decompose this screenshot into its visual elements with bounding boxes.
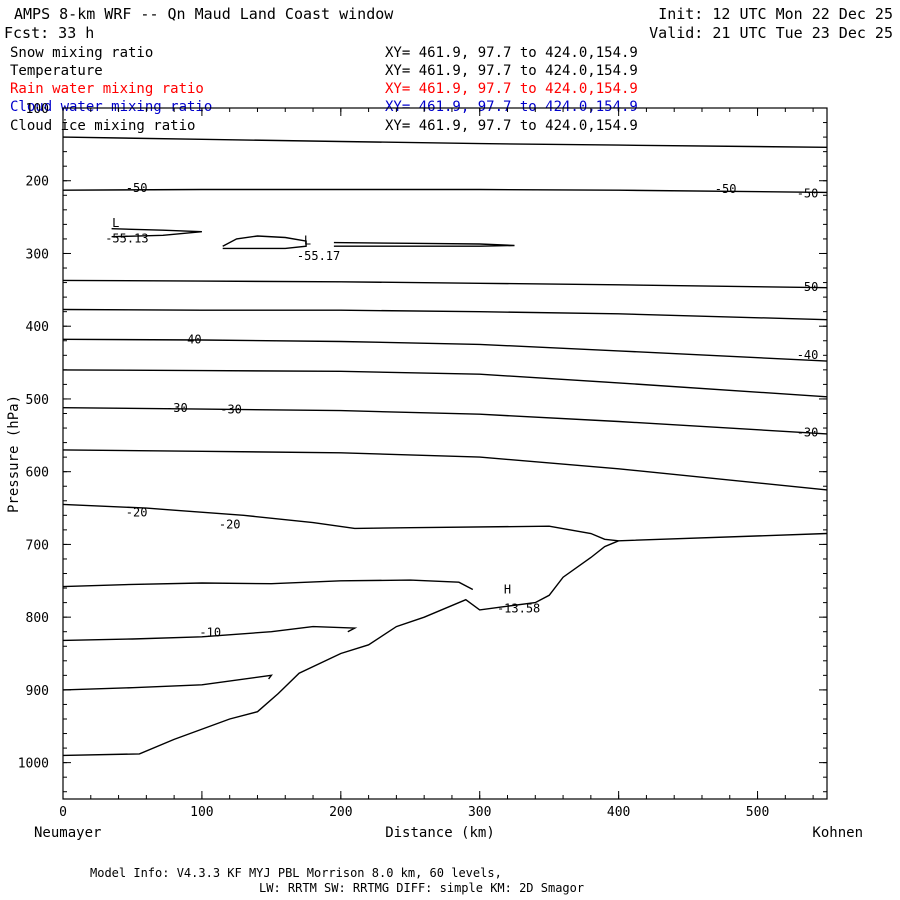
axis-ticks: 0 100 200 300 400 500 100 200 300 400 500 600 700 800… <box>18 102 827 820</box>
contour-line <box>62 338 828 362</box>
legend-item-cloud-water: Cloud water mixing ratio <box>10 99 212 115</box>
plot-frame <box>62 107 828 800</box>
contour-line <box>62 407 828 435</box>
contour-label: -55.17 <box>297 249 340 263</box>
legend-xy-rain: XY= 461.9, 97.7 to 424.0,154.9 <box>385 81 638 97</box>
x-tick-label: 200 <box>329 805 352 820</box>
legend-xy-temperature: XY= 461.9, 97.7 to 424.0,154.9 <box>385 63 638 79</box>
x-tick-label: 500 <box>746 805 769 820</box>
contour-label: -50 <box>715 182 737 196</box>
start-location-label: Neumayer <box>34 825 101 841</box>
contour-label: -20 <box>126 506 148 520</box>
y-tick-label: 100 <box>26 102 49 117</box>
legend-item-cloud-ice: Cloud ice mixing ratio <box>10 118 195 134</box>
legend-xy-snow: XY= 461.9, 97.7 to 424.0,154.9 <box>385 45 638 61</box>
x-tick-label: 100 <box>190 805 213 820</box>
contour-line <box>62 503 828 542</box>
contour-line <box>62 308 828 321</box>
contour-label: -10 <box>199 626 221 640</box>
y-tick-label: 400 <box>26 320 49 335</box>
contour-label: -55.13 <box>105 231 148 245</box>
contour-line <box>62 625 358 642</box>
contour-line <box>62 369 828 398</box>
y-tick-label: 200 <box>26 175 49 190</box>
contour-lines <box>62 136 828 757</box>
contour-label: H <box>504 583 511 597</box>
contour-line <box>111 228 202 238</box>
end-location-label: Kohnen <box>812 825 863 841</box>
init-time: Init: 12 UTC Mon 22 Dec 25 <box>658 5 893 23</box>
chart-title: AMPS 8-km WRF -- Qn Maud Land Coast wind… <box>14 5 394 23</box>
contour-line <box>62 188 828 194</box>
contour-line <box>222 235 307 250</box>
contour-line <box>62 279 828 289</box>
contour-line <box>333 241 515 247</box>
x-tick-label: 400 <box>607 805 630 820</box>
contour-line <box>62 540 619 757</box>
legend-item-snow: Snow mixing ratio <box>10 45 153 61</box>
y-tick-label: 300 <box>26 247 49 262</box>
contour-label: -50 <box>797 186 819 200</box>
contour-label: -50 <box>126 181 148 195</box>
contour-label: -40 <box>180 333 202 347</box>
forecast-hour: Fcst: 33 h <box>4 24 94 42</box>
y-tick-label: 900 <box>26 684 49 699</box>
valid-time: Valid: 21 UTC Tue 23 Dec 25 <box>649 24 893 42</box>
legend-xy-cloud-water: XY= 461.9, 97.7 to 424.0,154.9 <box>385 99 638 115</box>
y-tick-label: 600 <box>26 466 49 481</box>
model-info-line: Model Info: V4.3.3 KF MYJ PBL Morrison 8… <box>90 866 502 880</box>
legend-item-rain: Rain water mixing ratio <box>10 81 204 97</box>
contour-label: -40 <box>797 348 819 362</box>
contour-label: -50 <box>797 280 819 294</box>
field-legend: Snow mixing ratio XY= 461.9, 97.7 to 424… <box>10 45 638 134</box>
contour-label: -20 <box>219 517 241 531</box>
contour-line <box>62 674 273 691</box>
contour-label: L <box>112 216 119 230</box>
physics-info-line: LW: RRTM SW: RRTMG DIFF: simple KM: 2D S… <box>259 881 584 895</box>
y-tick-label: 700 <box>26 538 49 553</box>
x-axis-label: Distance (km) <box>385 825 495 841</box>
contour-line <box>62 449 828 491</box>
y-tick-label: 500 <box>26 393 49 408</box>
contour-label: L <box>304 234 311 248</box>
x-tick-label: 300 <box>468 805 491 820</box>
y-axis-label: Pressure (hPa) <box>6 395 22 513</box>
y-tick-label: 1000 <box>18 757 49 772</box>
x-tick-label: 0 <box>59 805 67 820</box>
contour-label: -30 <box>166 401 188 415</box>
contour-label: -13.58 <box>497 602 540 616</box>
contour-label: -30 <box>220 402 242 416</box>
legend-xy-cloud-ice: XY= 461.9, 97.7 to 424.0,154.9 <box>385 118 638 134</box>
contour-line <box>62 136 828 148</box>
contour-line <box>62 579 474 591</box>
y-tick-label: 800 <box>26 611 49 626</box>
contour-label: -30 <box>797 426 819 440</box>
contour-labels: -50 -50 -50-50-40-40-30 -30-30-20-20-10L-55… <box>105 181 818 639</box>
legend-item-temperature: Temperature <box>10 63 103 79</box>
